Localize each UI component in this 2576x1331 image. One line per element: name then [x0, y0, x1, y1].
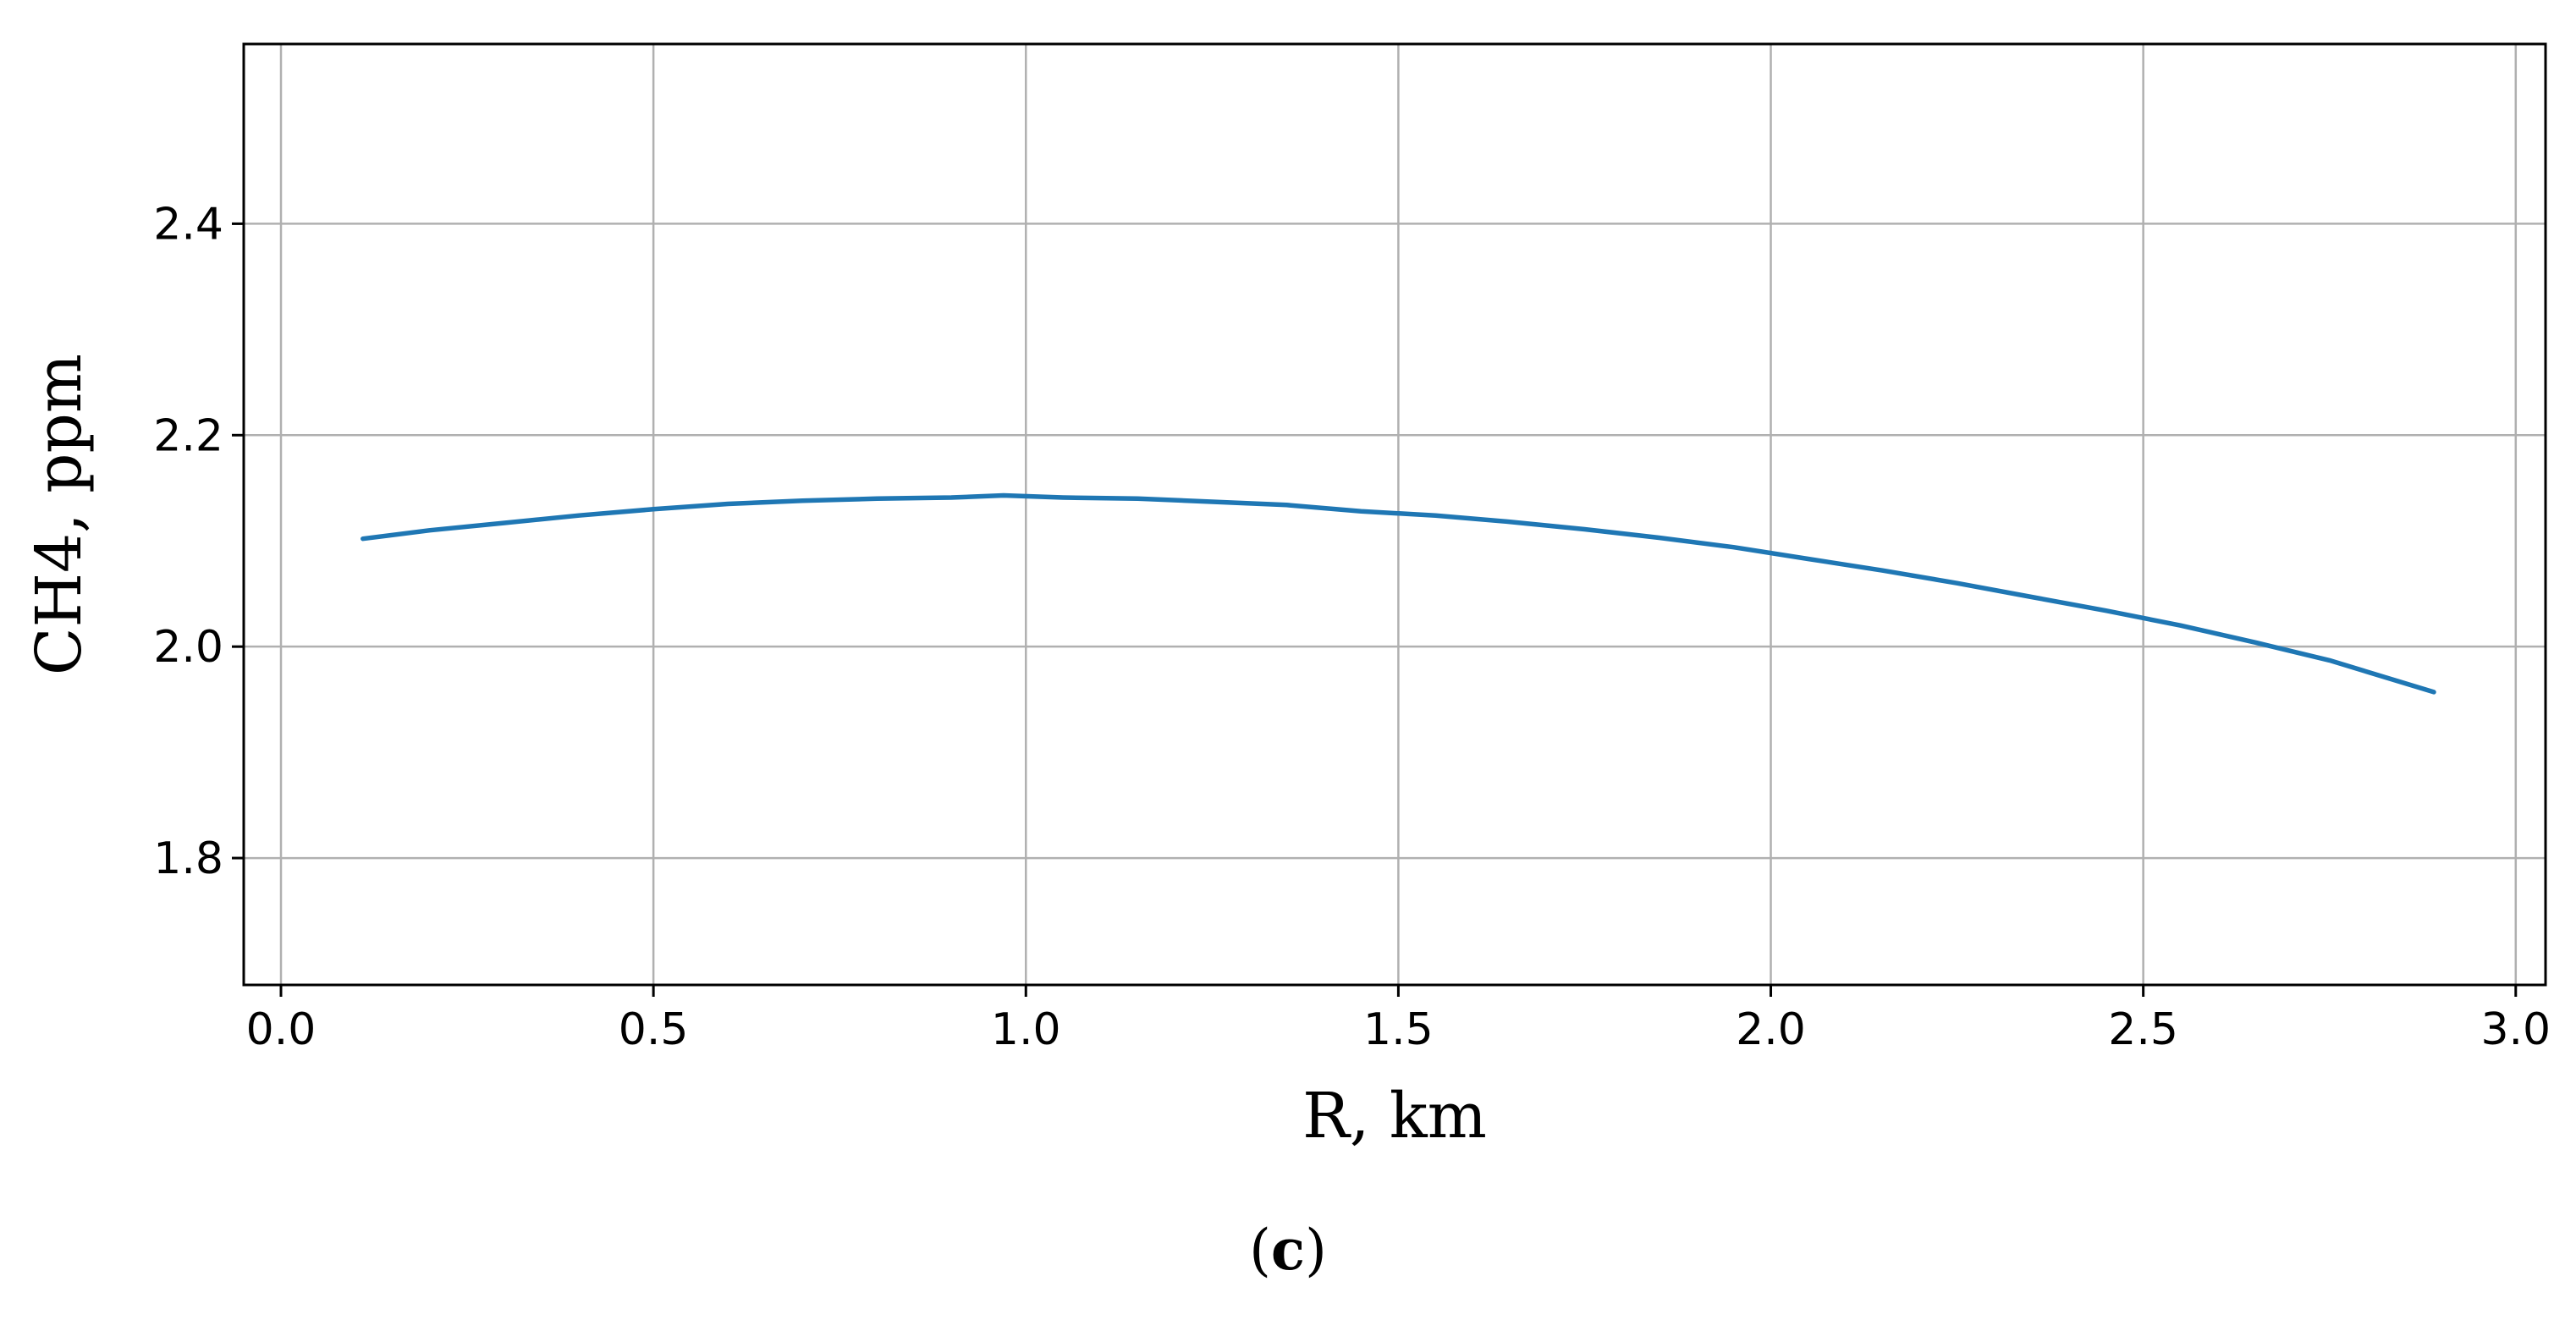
- y-axis-label: CH4, ppm: [23, 354, 96, 675]
- caption-open-paren: (: [1249, 1218, 1271, 1283]
- series-line-0: [361, 492, 2436, 695]
- y-tick-label: 2.4: [153, 199, 223, 250]
- x-tick-label: 1.0: [991, 1004, 1061, 1055]
- y-tick-label: 2.0: [153, 622, 223, 673]
- grid: [244, 44, 2546, 985]
- caption-letter: c: [1270, 1217, 1306, 1283]
- x-axis-label: R, km: [1302, 1080, 1487, 1152]
- y-tick-label: 1.8: [153, 833, 223, 884]
- x-tick-labels: 0.0 0.5 1.0 1.5 2.0 2.5 3.0: [246, 1004, 2551, 1055]
- x-tick-label: 2.5: [2108, 1004, 2178, 1055]
- tick-marks: [232, 222, 2518, 997]
- x-tick-label: 1.5: [1363, 1004, 1434, 1055]
- x-tick-label: 0.0: [246, 1004, 316, 1055]
- plot-frame: [242, 42, 2547, 987]
- y-tick-label: 2.2: [153, 410, 223, 461]
- caption-close-paren: ): [1305, 1218, 1327, 1283]
- x-tick-label: 3.0: [2480, 1004, 2551, 1055]
- x-tick-label: 0.5: [619, 1004, 689, 1055]
- x-tick-label: 2.0: [1736, 1004, 1806, 1055]
- series-layer: [361, 492, 2436, 695]
- figure-caption: (c): [0, 1217, 2576, 1283]
- y-tick-labels: 1.8 2.0 2.2 2.4: [153, 199, 223, 884]
